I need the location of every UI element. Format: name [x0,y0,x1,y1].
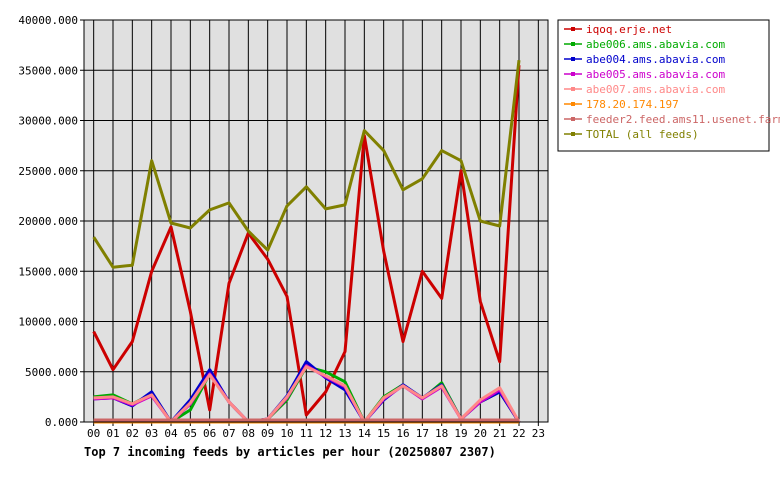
x-tick-label: 19 [454,427,467,440]
y-tick-label: 5000.000 [25,366,78,379]
x-tick-label: 17 [416,427,429,440]
y-tick-label: 30000.000 [18,115,78,128]
legend-label: 178.20.174.197 [586,98,679,111]
x-tick-label: 06 [203,427,216,440]
x-tick-label: 08 [242,427,255,440]
legend-label: feeder2.feed.ams11.usenet.farm [586,113,780,126]
legend-box [557,19,770,152]
x-tick-label: 09 [261,427,274,440]
y-tick-labels: 0.000 5000.000 10000.000 15000.000 20000.000… [18,14,78,429]
x-tick-label: 21 [493,427,506,440]
x-tick-label: 12 [319,427,332,440]
legend-marker [571,72,575,76]
legend-label: iqoq.erje.net [586,23,672,36]
x-tick-label: 05 [184,427,197,440]
y-tick-label: 10000.000 [18,316,78,329]
y-tick-label: 40000.000 [18,14,78,27]
y-tick-label: 35000.000 [18,64,78,77]
series-line [92,65,521,417]
y-tick-label: 20000.000 [18,215,78,228]
x-tick-labels: 00 01 02 03 04 05 06 07 08 09 10 11 12 13 14 15 16 17 18 19… [87,427,545,440]
legend-label: abe005.ams.abavia.com [586,68,725,81]
x-tick-label: 03 [145,427,158,440]
x-tick-label: 15 [377,427,390,440]
legend-marker [571,27,575,31]
plot-border [83,19,549,423]
legend-label: abe004.ams.abavia.com [586,53,725,66]
x-tick-label: 04 [164,427,178,440]
legend-marker [571,132,575,136]
x-tick-label: 07 [222,427,235,440]
legend-label: abe006.ams.abavia.com [586,38,725,51]
x-tick-label: 00 [87,427,100,440]
x-tick-label: 13 [338,427,351,440]
y-tick-label: 0.000 [45,416,78,429]
x-tick-label: 10 [280,427,293,440]
legend-marker [571,102,575,106]
x-tick-label: 01 [106,427,119,440]
y-tick-label: 15000.000 [18,265,78,278]
chart-title: Top 7 incoming feeds by articles per hou… [84,445,496,459]
legend-label: TOTAL (all feeds) [586,128,699,141]
series-line [93,365,521,424]
series-line [92,60,521,269]
legend: iqoq.erje.net abe006.ams.abavia.com abe004… [557,19,780,152]
x-tick-label: 11 [300,427,313,440]
legend-marker [571,42,575,46]
x-tick-label: 14 [358,427,372,440]
x-tick-label: 23 [532,427,545,440]
legend-label: abe007.ams.abavia.com [586,83,725,96]
legend-marker [571,117,575,121]
x-tick-label: 18 [435,427,448,440]
legend-marker [571,87,575,91]
legend-marker [571,57,575,61]
x-tick-label: 22 [512,427,525,440]
y-tick-label: 25000.000 [18,165,78,178]
x-tick-label: 02 [126,427,139,440]
x-tick-label: 16 [396,427,409,440]
x-tick-label: 20 [474,427,487,440]
